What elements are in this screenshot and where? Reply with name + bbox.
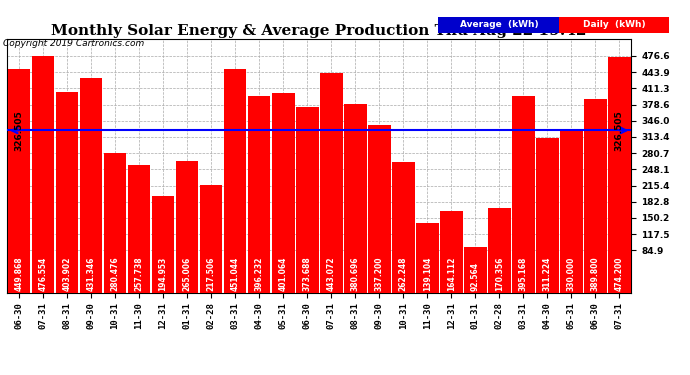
Text: 395.168: 395.168 bbox=[519, 256, 528, 291]
Title: Monthly Solar Energy & Average Production Thu Aug 22 19:42: Monthly Solar Energy & Average Productio… bbox=[51, 24, 587, 38]
Bar bbox=[536, 138, 559, 292]
Text: 389.800: 389.800 bbox=[591, 256, 600, 291]
Text: 217.506: 217.506 bbox=[206, 256, 215, 291]
Text: 92.564: 92.564 bbox=[471, 262, 480, 291]
Text: Copyright 2019 Cartronics.com: Copyright 2019 Cartronics.com bbox=[3, 39, 145, 48]
Text: 431.346: 431.346 bbox=[86, 256, 95, 291]
Bar bbox=[584, 99, 607, 292]
Text: 373.688: 373.688 bbox=[303, 256, 312, 291]
Bar bbox=[79, 78, 102, 292]
Text: 170.356: 170.356 bbox=[495, 256, 504, 291]
Bar bbox=[344, 104, 366, 292]
Bar bbox=[128, 165, 150, 292]
Text: 337.200: 337.200 bbox=[375, 256, 384, 291]
Bar bbox=[464, 246, 486, 292]
Text: 326.505: 326.505 bbox=[14, 110, 23, 151]
Bar bbox=[152, 196, 175, 292]
Bar bbox=[32, 56, 55, 292]
Text: 396.232: 396.232 bbox=[255, 256, 264, 291]
Text: 449.868: 449.868 bbox=[14, 256, 23, 291]
Bar bbox=[608, 57, 631, 292]
Bar bbox=[440, 211, 462, 292]
Text: 474.200: 474.200 bbox=[615, 256, 624, 291]
Text: 257.738: 257.738 bbox=[135, 256, 144, 291]
Text: 139.104: 139.104 bbox=[423, 256, 432, 291]
Bar bbox=[319, 73, 342, 292]
Bar bbox=[416, 224, 439, 292]
Bar bbox=[296, 107, 319, 292]
Text: 443.072: 443.072 bbox=[326, 256, 335, 291]
Bar bbox=[560, 129, 583, 292]
Text: 280.476: 280.476 bbox=[110, 256, 119, 291]
Text: 380.696: 380.696 bbox=[351, 256, 359, 291]
Bar bbox=[392, 162, 415, 292]
Text: 262.248: 262.248 bbox=[399, 256, 408, 291]
Bar bbox=[272, 93, 295, 292]
Text: 403.902: 403.902 bbox=[62, 256, 72, 291]
Bar bbox=[248, 96, 270, 292]
Text: 326.505: 326.505 bbox=[615, 110, 624, 151]
Bar bbox=[512, 96, 535, 292]
Bar bbox=[199, 184, 222, 292]
Text: 330.000: 330.000 bbox=[566, 256, 576, 291]
Text: 401.064: 401.064 bbox=[279, 256, 288, 291]
Text: 476.554: 476.554 bbox=[39, 257, 48, 291]
Bar bbox=[368, 125, 391, 292]
Text: 265.006: 265.006 bbox=[183, 257, 192, 291]
Text: 164.112: 164.112 bbox=[446, 256, 455, 291]
Bar bbox=[8, 69, 30, 292]
Text: 451.044: 451.044 bbox=[230, 257, 239, 291]
Text: 194.953: 194.953 bbox=[159, 257, 168, 291]
Bar bbox=[104, 153, 126, 292]
Text: Average  (kWh): Average (kWh) bbox=[460, 20, 538, 29]
Bar bbox=[55, 92, 79, 292]
Bar bbox=[488, 208, 511, 292]
Bar bbox=[224, 69, 246, 292]
Text: 311.224: 311.224 bbox=[543, 256, 552, 291]
Text: Daily  (kWh): Daily (kWh) bbox=[583, 20, 645, 29]
Bar bbox=[176, 161, 199, 292]
